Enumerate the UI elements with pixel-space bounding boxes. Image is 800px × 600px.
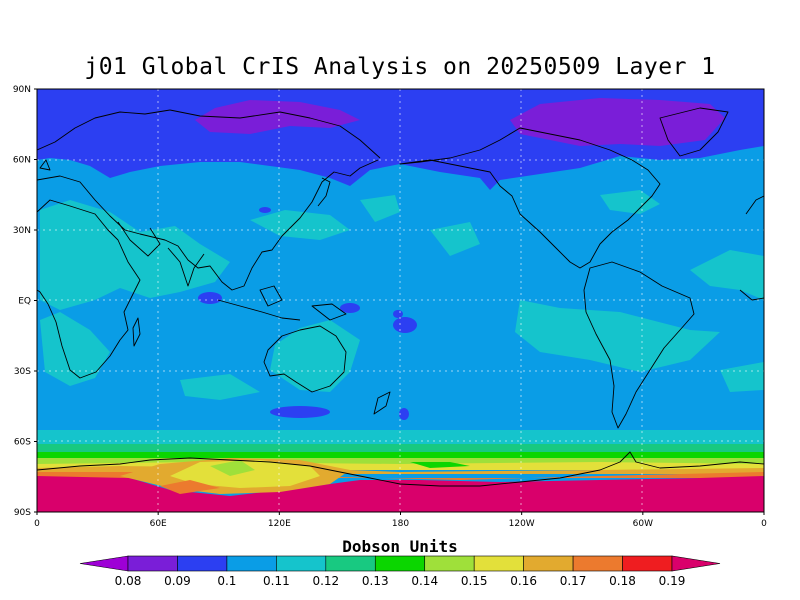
colorbar-units-label: Dobson Units bbox=[342, 537, 458, 556]
colorbar-tick-label: 0.08 bbox=[115, 574, 142, 588]
arctic-low-2 bbox=[510, 98, 725, 146]
colorbar-box bbox=[226, 555, 277, 572]
coast-madagascar bbox=[132, 317, 141, 347]
coast-south-america bbox=[583, 261, 695, 429]
colorbar-box bbox=[127, 555, 178, 572]
arctic-low-1 bbox=[195, 100, 360, 134]
colorbar-box bbox=[622, 555, 673, 572]
map-title: j01 Global CrIS Analysis on 20250509 Lay… bbox=[84, 54, 716, 80]
patches-0.10 bbox=[198, 207, 417, 420]
colorbar-tick-label: 0.12 bbox=[312, 574, 339, 588]
antarctic-0.15 bbox=[210, 460, 255, 476]
lat-tick-label: 30S bbox=[14, 367, 31, 377]
colorbar-box bbox=[424, 555, 475, 572]
coast-australia bbox=[263, 325, 347, 393]
antarctic-0.14 bbox=[410, 462, 470, 468]
colorbar-box bbox=[325, 555, 376, 572]
colorbar-tick-label: 0.1 bbox=[217, 574, 236, 588]
colorbar-tick-label: 0.14 bbox=[411, 574, 438, 588]
ozone-field bbox=[37, 89, 764, 512]
lat-tick-label: 90N bbox=[13, 85, 31, 95]
colorbar-tick-label: 0.11 bbox=[263, 574, 290, 588]
coast-new-guinea bbox=[311, 303, 347, 321]
colorbar-tick-label: 0.09 bbox=[164, 574, 191, 588]
coast-arabia bbox=[117, 221, 161, 257]
coast-indonesia bbox=[217, 299, 301, 321]
coast-greenland bbox=[659, 107, 729, 157]
lon-tick-label: 60E bbox=[150, 519, 167, 529]
coastlines bbox=[37, 107, 764, 487]
colorbar-box bbox=[374, 555, 426, 572]
colorbar-tick-label: 0.13 bbox=[362, 574, 389, 588]
lon-tick-label: 0 bbox=[34, 519, 40, 529]
colorbar-tick-label: 0.15 bbox=[461, 574, 488, 588]
coast-borneo bbox=[259, 285, 283, 307]
lon-tick-label: 120E bbox=[268, 519, 291, 529]
coast-eurasia bbox=[37, 159, 379, 291]
coast-japan bbox=[317, 177, 331, 207]
coast-new-zealand bbox=[373, 391, 391, 415]
longitude-axis: 0 60E 120E 180 120W 60W 0 bbox=[34, 512, 767, 529]
lat-tick-label: 60S bbox=[14, 438, 31, 448]
antarctic-0.18 bbox=[160, 480, 220, 494]
latitude-axis: 90N 60N 30N EQ 30S 60S 90S bbox=[13, 85, 37, 518]
patches-0.12 bbox=[37, 190, 764, 446]
coast-west-europe bbox=[745, 195, 764, 215]
colorbar-box bbox=[177, 555, 228, 572]
colorbar-over-triangle bbox=[671, 555, 721, 572]
colorbar: 0.08 0.09 0.1 0.11 0.12 0.13 0.14 0.15 0.16 0.17 0… bbox=[79, 555, 721, 588]
lat-tick-label: EQ bbox=[18, 297, 31, 307]
coast-antarctica bbox=[37, 451, 764, 487]
colorbar-box bbox=[473, 555, 524, 572]
grid-lines bbox=[37, 89, 764, 512]
lon-tick-label: 0 bbox=[761, 519, 767, 529]
colorbar-tick-label: 0.17 bbox=[560, 574, 587, 588]
coast-india bbox=[167, 247, 205, 287]
colorbar-box bbox=[572, 555, 623, 572]
colorbar-under-triangle bbox=[79, 555, 129, 572]
colorbar-box bbox=[276, 555, 327, 572]
lat-tick-label: 60N bbox=[13, 156, 31, 166]
antarctic-0.16 bbox=[170, 460, 320, 488]
lat-tick-label: 30N bbox=[13, 226, 31, 236]
coast-north-america bbox=[399, 127, 661, 269]
lon-tick-label: 60W bbox=[633, 519, 653, 529]
coast-siberia bbox=[169, 109, 381, 159]
coast-europe bbox=[37, 109, 171, 151]
colorbar-tick-label: 0.18 bbox=[609, 574, 636, 588]
lon-tick-label: 180 bbox=[392, 519, 409, 529]
colorbar-box bbox=[523, 555, 574, 572]
colorbar-tick-label: 0.16 bbox=[510, 574, 537, 588]
band-0.19 bbox=[37, 476, 764, 512]
coast-africa bbox=[37, 199, 141, 379]
lat-tick-label: 90S bbox=[14, 508, 31, 518]
coast-uk bbox=[39, 159, 51, 171]
coast-west-africa-right bbox=[739, 289, 764, 301]
colorbar-tick-label: 0.19 bbox=[659, 574, 686, 588]
lon-tick-label: 120W bbox=[509, 519, 535, 529]
